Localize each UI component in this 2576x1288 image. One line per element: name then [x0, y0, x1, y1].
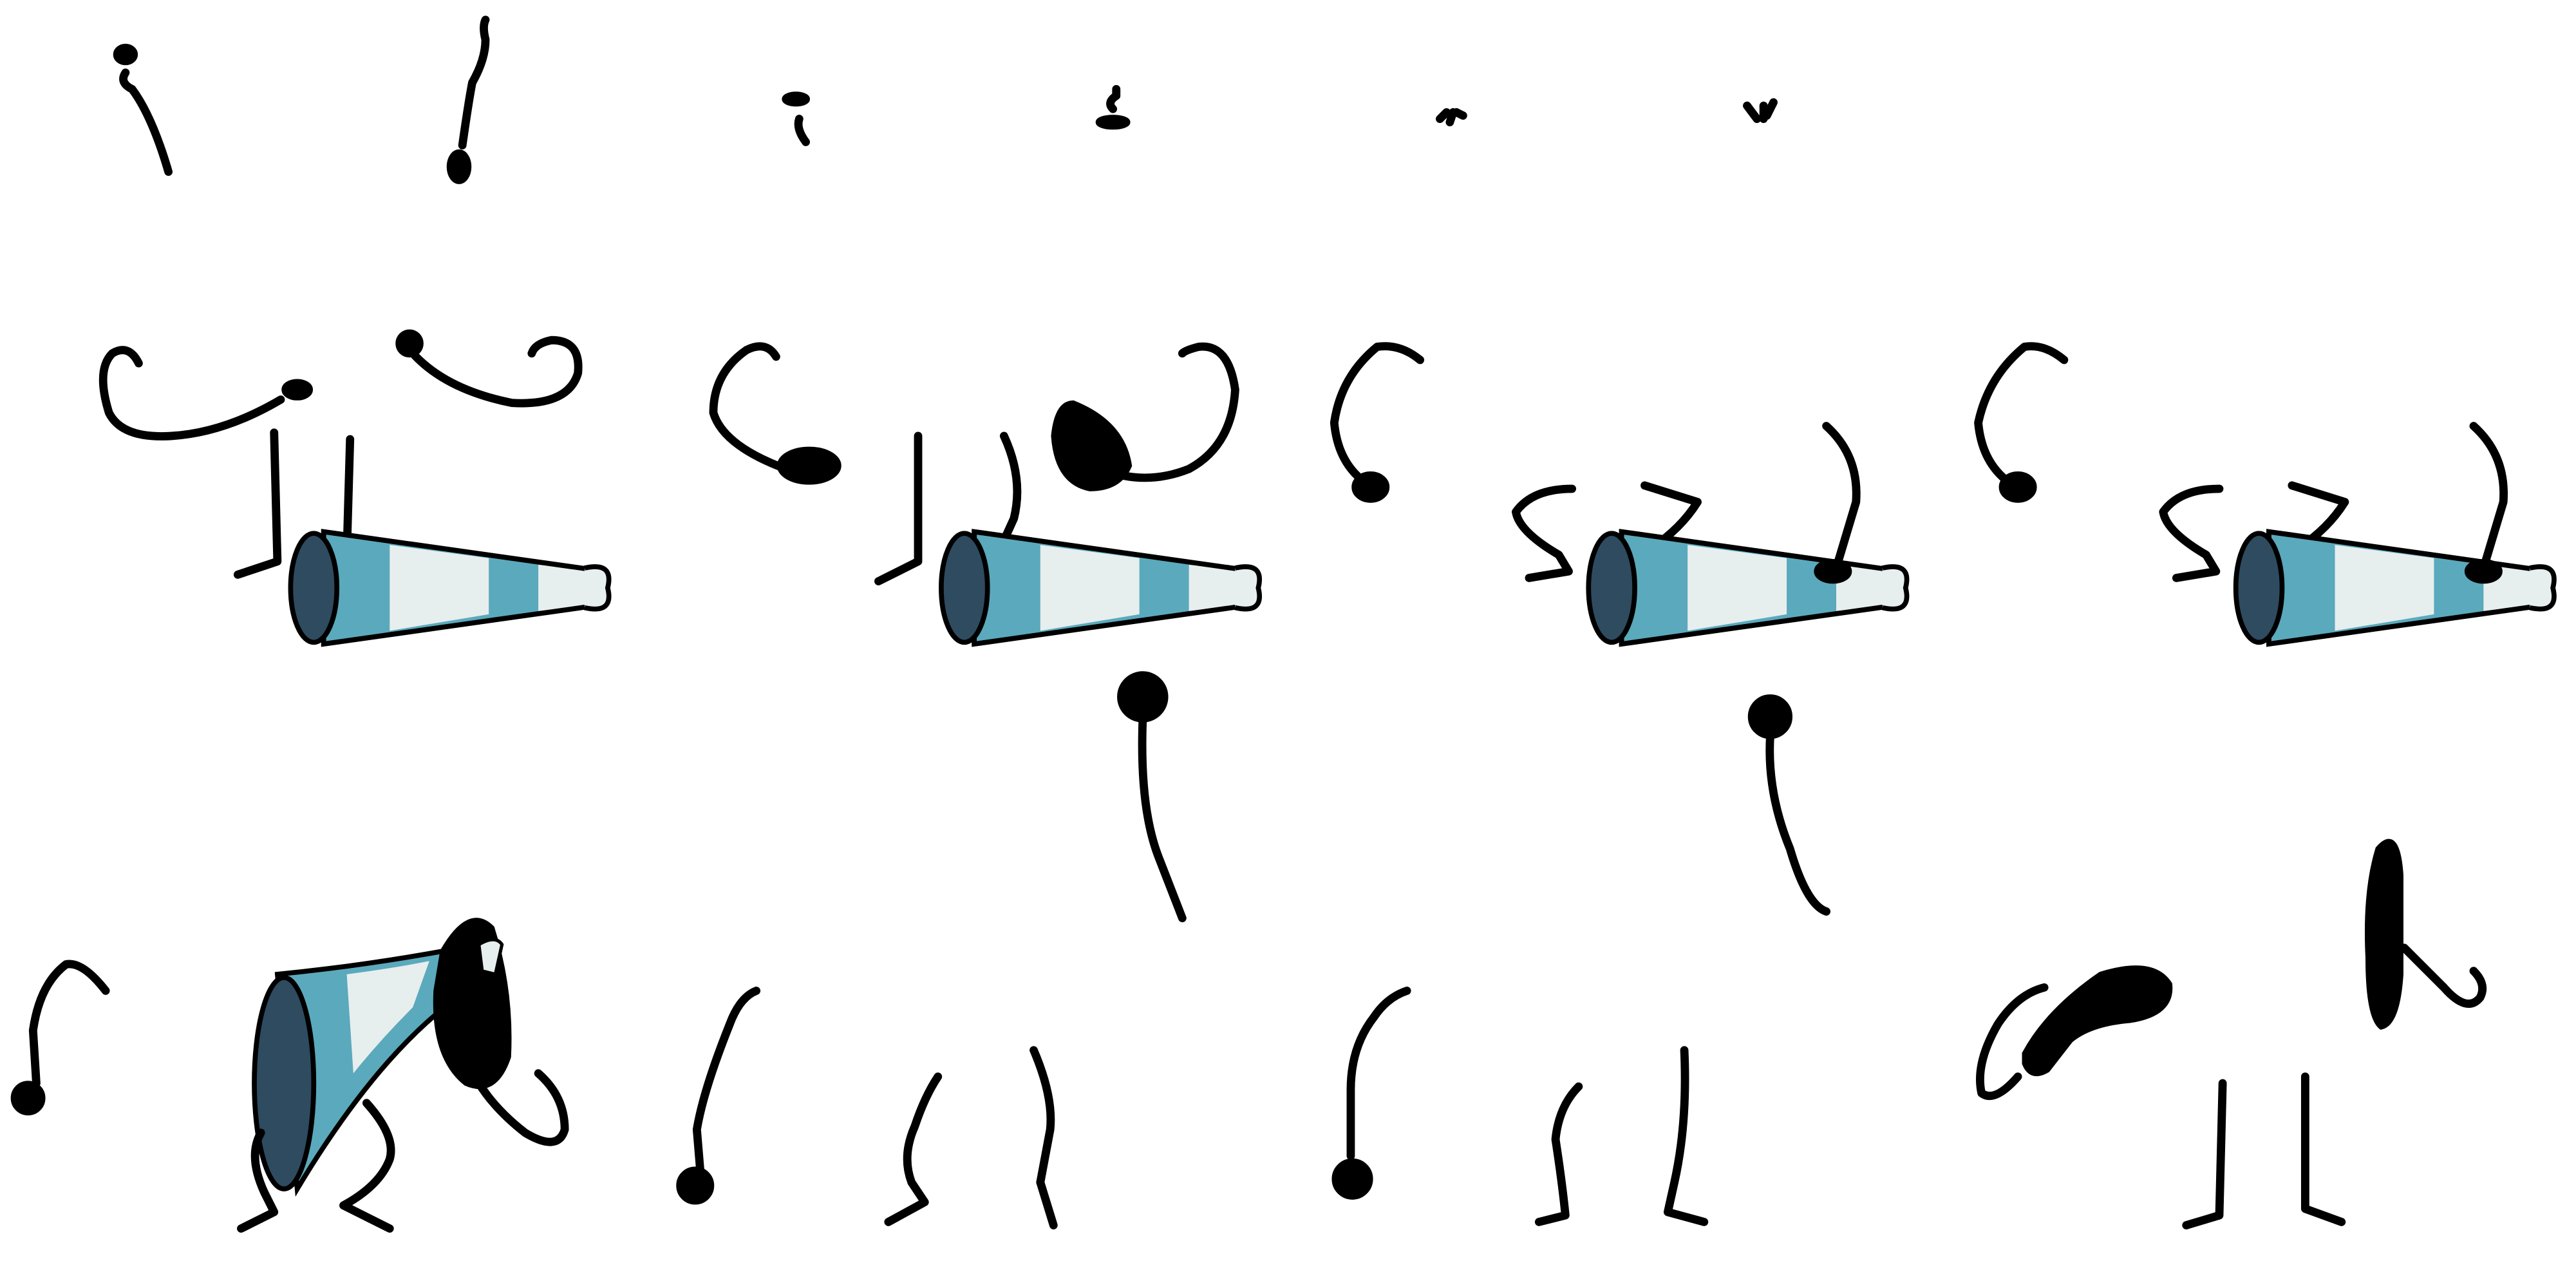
- sprite-row-1: [113, 15, 1778, 184]
- character-frame: [1331, 987, 1709, 1226]
- character-frame: [709, 342, 1259, 923]
- character-frame: [1330, 342, 1906, 916]
- sprite-row-3: [10, 838, 2487, 1233]
- character-frame: [676, 987, 1058, 1229]
- sprite-row-2: [99, 329, 2554, 923]
- sprite-frame: [1743, 98, 1778, 124]
- character-frame: [99, 329, 609, 644]
- character-frame: [1976, 838, 2487, 1229]
- character-frame: [1974, 342, 2554, 644]
- character-frame: [10, 918, 569, 1233]
- sprite-frame: [1436, 108, 1467, 127]
- sprite-frame: [1095, 85, 1131, 130]
- sprite-frame: [113, 43, 173, 176]
- sprite-frame: [782, 91, 811, 146]
- sprite-frame: [446, 15, 490, 184]
